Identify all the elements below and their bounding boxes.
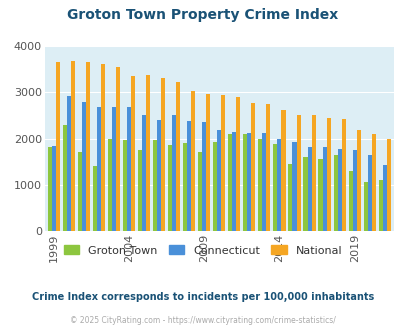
Bar [258, 139, 262, 231]
Bar [303, 157, 307, 231]
Bar [367, 155, 371, 231]
Bar [138, 150, 142, 231]
Text: Crime Index corresponds to incidents per 100,000 inhabitants: Crime Index corresponds to incidents per… [32, 292, 373, 302]
Bar [236, 97, 240, 231]
Text: © 2025 CityRating.com - https://www.cityrating.com/crime-statistics/: © 2025 CityRating.com - https://www.city… [70, 316, 335, 325]
Bar [161, 78, 165, 231]
Bar [77, 151, 81, 231]
Bar [292, 142, 296, 231]
Bar [311, 115, 315, 231]
Bar [206, 94, 210, 231]
Bar [127, 107, 131, 231]
Bar [85, 62, 90, 231]
Bar [221, 95, 225, 231]
Bar [378, 180, 382, 231]
Bar [62, 125, 66, 231]
Legend: Groton Town, Connecticut, National: Groton Town, Connecticut, National [59, 241, 346, 260]
Bar [157, 120, 161, 231]
Bar [232, 132, 236, 231]
Bar [341, 119, 345, 231]
Bar [168, 145, 172, 231]
Bar [228, 134, 232, 231]
Bar [172, 115, 176, 231]
Bar [296, 115, 300, 231]
Bar [183, 143, 187, 231]
Bar [92, 166, 96, 231]
Bar [123, 140, 127, 231]
Bar [281, 111, 285, 231]
Bar [333, 155, 337, 231]
Bar [153, 140, 157, 231]
Bar [96, 107, 100, 231]
Bar [131, 76, 135, 231]
Bar [262, 133, 266, 231]
Bar [307, 148, 311, 231]
Bar [142, 115, 146, 231]
Bar [322, 148, 326, 231]
Bar [66, 96, 70, 231]
Bar [277, 139, 281, 231]
Bar [81, 102, 85, 231]
Bar [243, 134, 247, 231]
Bar [176, 82, 180, 231]
Bar [217, 130, 221, 231]
Bar [318, 159, 322, 231]
Bar [112, 107, 116, 231]
Bar [146, 75, 150, 231]
Bar [348, 171, 352, 231]
Bar [337, 149, 341, 231]
Bar [352, 150, 356, 231]
Bar [108, 139, 112, 231]
Bar [70, 61, 75, 231]
Bar [202, 122, 206, 231]
Bar [213, 142, 217, 231]
Bar [100, 64, 104, 231]
Bar [191, 90, 195, 231]
Bar [47, 147, 51, 231]
Bar [251, 104, 255, 231]
Bar [116, 67, 120, 231]
Bar [247, 133, 251, 231]
Bar [51, 146, 55, 231]
Text: Groton Town Property Crime Index: Groton Town Property Crime Index [67, 8, 338, 22]
Bar [187, 121, 191, 231]
Bar [55, 62, 60, 231]
Bar [386, 139, 390, 231]
Bar [266, 104, 270, 231]
Bar [363, 182, 367, 231]
Bar [273, 144, 277, 231]
Bar [382, 165, 386, 231]
Bar [326, 118, 330, 231]
Bar [371, 134, 375, 231]
Bar [356, 130, 360, 231]
Bar [288, 164, 292, 231]
Bar [198, 152, 202, 231]
